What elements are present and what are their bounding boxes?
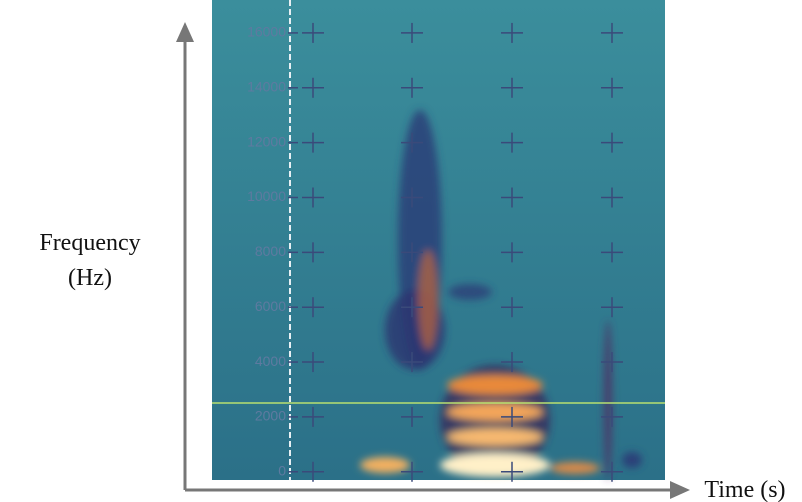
y-tick-label: 16000	[247, 24, 286, 40]
y-tick-label: 10000	[247, 188, 286, 204]
spectrogram: 0 2000 4000 6000 8000 10000 12000 14000 16000	[212, 0, 665, 482]
x-axis-label: Time (s)	[704, 477, 785, 502]
y-tick-label: 4000	[255, 353, 286, 369]
chart: 0 2000 4000 6000 8000 10000 12000 14000 16000 Fr…	[0, 0, 802, 502]
y-axis-label: Frequency	[39, 230, 140, 256]
y-axis-label: (Hz)	[68, 265, 112, 291]
y-tick-label: 2000	[255, 408, 286, 424]
arrow-head	[670, 481, 690, 499]
y-tick-label: 0	[278, 462, 286, 478]
y-tick-label: 14000	[247, 78, 286, 94]
y-tick-label: 12000	[247, 133, 286, 149]
page: {"chart_data": {"type": "spectrogram", "…	[0, 0, 802, 502]
y-tick-label: 8000	[255, 243, 286, 259]
y-tick-label: 6000	[255, 298, 286, 314]
arrow-head	[176, 22, 194, 42]
